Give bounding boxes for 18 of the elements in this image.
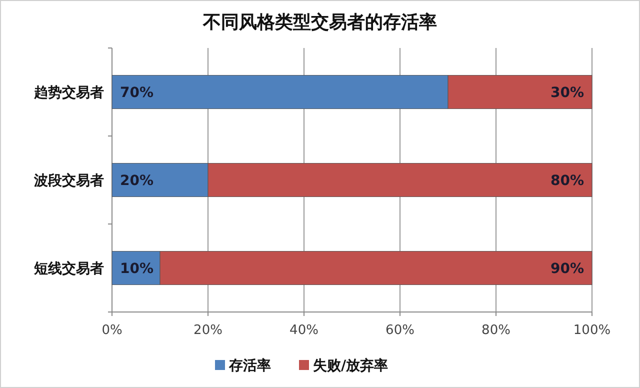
legend-label: 失败/放弃率 (313, 357, 388, 374)
y-tick-label: 趋势交易者 (33, 84, 104, 101)
data-label: 30% (550, 85, 584, 101)
x-tick-label: 100% (573, 323, 611, 338)
data-label: 90% (550, 261, 584, 277)
data-label: 20% (120, 173, 154, 189)
legend-label: 存活率 (228, 357, 271, 374)
x-tick-label: 20% (194, 323, 222, 338)
y-tick-label: 短线交易者 (33, 260, 104, 277)
data-label: 70% (120, 85, 154, 101)
y-tick-label: 波段交易者 (33, 172, 104, 189)
x-tick-label: 80% (482, 323, 510, 338)
x-tick-label: 0% (102, 323, 122, 338)
data-label: 80% (550, 173, 584, 189)
data-label: 10% (120, 261, 154, 277)
x-tick-label: 40% (290, 323, 318, 338)
x-tick-label: 60% (386, 323, 414, 338)
chart-title: 不同风格类型交易者的存活率 (202, 12, 437, 33)
